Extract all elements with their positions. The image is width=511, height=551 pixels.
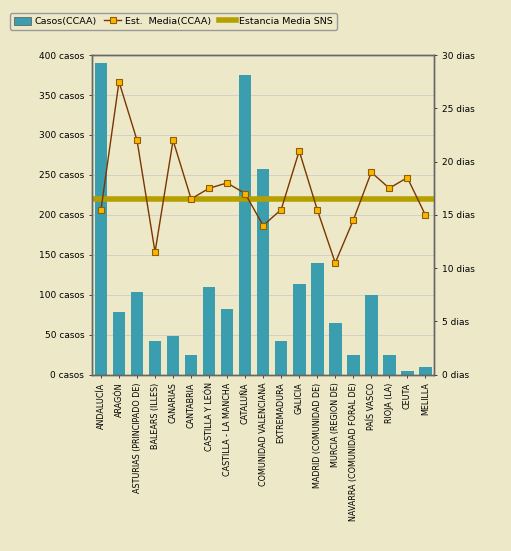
- Bar: [131, 291, 143, 375]
- Bar: [293, 284, 306, 375]
- Bar: [419, 367, 432, 375]
- Bar: [311, 263, 323, 375]
- Bar: [203, 287, 216, 375]
- Bar: [329, 323, 341, 375]
- Bar: [113, 312, 125, 375]
- Bar: [257, 169, 269, 375]
- Bar: [221, 309, 234, 375]
- Bar: [95, 63, 107, 375]
- Bar: [239, 75, 251, 375]
- Legend: Casos(CCAA), Est.  Media(CCAA), Estancia Media SNS: Casos(CCAA), Est. Media(CCAA), Estancia …: [10, 13, 337, 30]
- Bar: [347, 355, 360, 375]
- Bar: [185, 355, 197, 375]
- Bar: [401, 371, 413, 375]
- Bar: [383, 355, 396, 375]
- Bar: [365, 295, 378, 375]
- Bar: [149, 341, 161, 375]
- Bar: [275, 341, 288, 375]
- Bar: [167, 336, 179, 375]
